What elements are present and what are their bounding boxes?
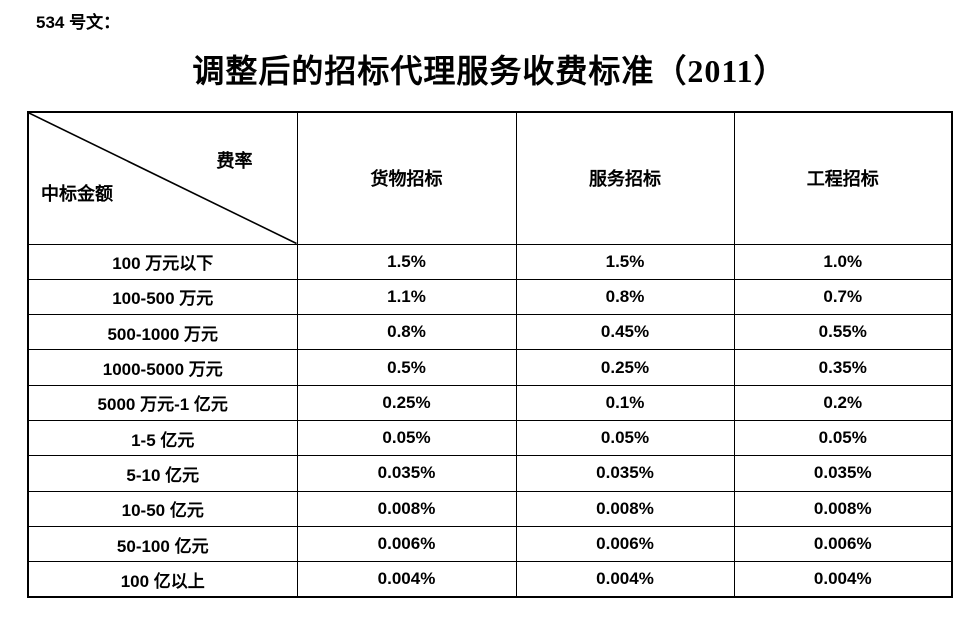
table-row: 1-5 亿元 0.05% 0.05% 0.05%: [27, 419, 953, 457]
column-header-goods: 货物招标: [296, 111, 517, 245]
table-row: 5000 万元-1 亿元 0.25% 0.1% 0.2%: [27, 384, 953, 421]
fee-value-cell: 0.35%: [733, 349, 953, 386]
fee-value-cell: 1.5%: [296, 243, 517, 280]
fee-value-cell: 0.05%: [515, 419, 735, 457]
table-row: 100 万元以下 1.5% 1.5% 1.0%: [27, 243, 953, 280]
fee-value-cell: 0.8%: [296, 314, 517, 351]
fee-table: 费率 中标金额 货物招标 服务招标 工程招标 100 万元以下 1.5% 1.5% 1…: [27, 111, 953, 598]
table-row: 1000-5000 万元 0.5% 0.25% 0.35%: [27, 349, 953, 386]
row-label: 100 亿以上: [27, 561, 298, 598]
row-label: 5000 万元-1 亿元: [27, 384, 298, 421]
fee-value-cell: 0.004%: [733, 561, 953, 598]
fee-table-body: 100 万元以下 1.5% 1.5% 1.0% 100-500 万元 1.1% 0.8% 0.…: [27, 243, 953, 598]
fee-value-cell: 0.004%: [515, 561, 735, 598]
corner-label-amount: 中标金额: [41, 183, 113, 204]
fee-value-cell: 0.006%: [515, 525, 735, 563]
fee-value-cell: 0.05%: [296, 419, 517, 457]
fee-value-cell: 0.006%: [296, 525, 517, 563]
column-header-services: 服务招标: [515, 111, 735, 245]
table-row: 50-100 亿元 0.006% 0.006% 0.006%: [27, 525, 953, 563]
fee-value-cell: 0.008%: [515, 490, 735, 527]
table-row: 100 亿以上 0.004% 0.004% 0.004%: [27, 561, 953, 598]
fee-value-cell: 0.25%: [296, 384, 517, 421]
fee-value-cell: 0.1%: [515, 384, 735, 421]
diagonal-divider-line: [29, 113, 297, 244]
fee-value-cell: 0.2%: [733, 384, 953, 421]
fee-value-cell: 0.035%: [733, 455, 953, 492]
row-label: 1000-5000 万元: [27, 349, 298, 386]
table-row: 10-50 亿元 0.008% 0.008% 0.008%: [27, 490, 953, 527]
table-row: 5-10 亿元 0.035% 0.035% 0.035%: [27, 455, 953, 492]
fee-value-cell: 0.5%: [296, 349, 517, 386]
fee-value-cell: 0.25%: [515, 349, 735, 386]
row-label: 10-50 亿元: [27, 490, 298, 527]
corner-header-cell: 费率 中标金额: [27, 111, 298, 245]
page-title: 调整后的招标代理服务收费标准（2011）: [192, 53, 787, 89]
row-label: 1-5 亿元: [27, 419, 298, 457]
fee-value-cell: 1.1%: [296, 278, 517, 316]
doc-number-label: 534 号文：: [36, 13, 121, 32]
row-label: 100 万元以下: [27, 243, 298, 280]
fee-value-cell: 0.035%: [515, 455, 735, 492]
fee-value-cell: 0.55%: [733, 314, 953, 351]
fee-value-cell: 0.006%: [733, 525, 953, 563]
corner-label-rate: 费率: [216, 151, 253, 171]
fee-value-cell: 0.8%: [515, 278, 735, 316]
row-label: 50-100 亿元: [27, 525, 298, 563]
row-label: 5-10 亿元: [27, 455, 298, 492]
table-row: 500-1000 万元 0.8% 0.45% 0.55%: [27, 314, 953, 351]
table-row: 100-500 万元 1.1% 0.8% 0.7%: [27, 278, 953, 316]
fee-value-cell: 0.035%: [296, 455, 517, 492]
fee-value-cell: 0.45%: [515, 314, 735, 351]
fee-value-cell: 0.7%: [733, 278, 953, 316]
column-header-engineering: 工程招标: [733, 111, 953, 245]
fee-value-cell: 0.008%: [296, 490, 517, 527]
fee-value-cell: 1.0%: [733, 243, 953, 280]
row-label: 500-1000 万元: [27, 314, 298, 351]
fee-value-cell: 0.008%: [733, 490, 953, 527]
row-label: 100-500 万元: [27, 278, 298, 316]
fee-value-cell: 1.5%: [515, 243, 735, 280]
fee-value-cell: 0.05%: [733, 419, 953, 457]
header-row: 费率 中标金额 货物招标 服务招标 工程招标: [27, 111, 953, 245]
fee-value-cell: 0.004%: [296, 561, 517, 598]
